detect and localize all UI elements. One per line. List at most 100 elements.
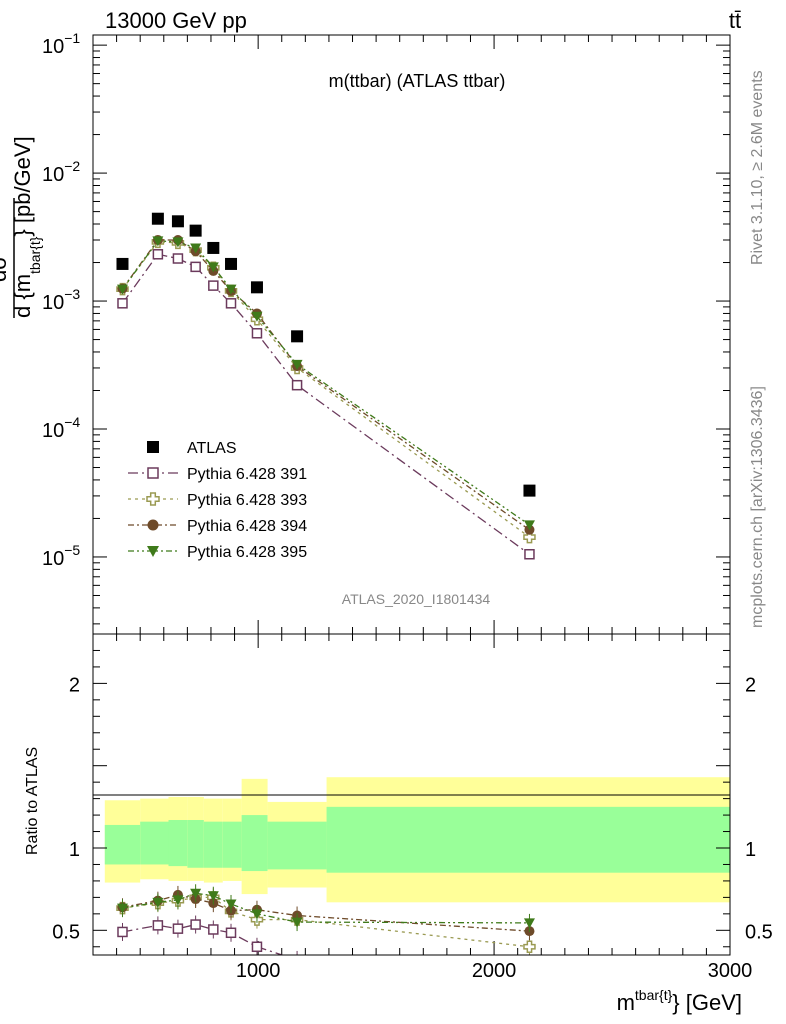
mcplots-label: mcplots.cern.ch [arXiv:1306.3436] — [749, 386, 766, 628]
y-tick-label: 10−1 — [42, 30, 80, 58]
data-point — [171, 215, 184, 228]
uncertainty-band-stat — [104, 824, 141, 865]
ratio-y-tick-label-right: 2 — [745, 674, 756, 696]
legend-marker — [147, 546, 159, 557]
legend-label: ATLAS — [187, 440, 237, 457]
svg-text:d {mtbar{t}} [pb/GeV]: d {mtbar{t}} [pb/GeV] — [10, 136, 43, 318]
process-label: tt̄ — [729, 8, 741, 33]
ratio-data-point — [208, 924, 219, 935]
data-point — [523, 530, 536, 544]
data-point — [250, 281, 263, 294]
rivet-label: Rivet 3.1.10, ≥ 2.6M events — [749, 70, 766, 265]
ratio-series-line — [122, 892, 530, 924]
legend-marker — [147, 467, 159, 479]
legend: ATLAS Pythia 6.428 391 Pythia 6.428 393 Pyt… — [128, 440, 307, 561]
ratio-data-point — [116, 903, 128, 914]
data-point — [116, 284, 128, 295]
y-tick-label: 10−2 — [42, 158, 80, 186]
data-point — [291, 330, 304, 343]
data-point — [172, 253, 184, 264]
ratio-data-point — [525, 959, 534, 968]
data-point — [190, 261, 201, 273]
legend-label: Pythia 6.428 393 — [187, 492, 307, 509]
ratio-data-point — [251, 941, 263, 953]
ratio-y-tick-label-right: 0.5 — [745, 921, 773, 943]
ratio-panel: Ratio to ATLAS 0.5 0.5 1 1 2 2 1000 2000 3000 m… — [24, 633, 773, 1015]
ratio-data-point — [172, 923, 184, 934]
data-point — [225, 284, 237, 295]
series-ATLAS — [116, 212, 536, 497]
ratio-data-point — [225, 899, 237, 910]
data-point — [251, 328, 263, 339]
data-point — [291, 359, 303, 370]
energy-label: 13000 GeV pp — [105, 8, 247, 33]
data-point — [524, 549, 535, 560]
x-axis-title-base: m — [617, 990, 635, 1015]
ratio-series-line — [122, 923, 285, 955]
y-tick-label: 10−5 — [42, 542, 80, 570]
data-point — [189, 224, 202, 237]
ratio-data-point — [291, 954, 303, 955]
ratio-series-p395 — [116, 884, 535, 932]
uncertainty-band-stat — [222, 821, 242, 868]
series-line — [121, 241, 530, 538]
ratio-data-point — [523, 940, 536, 954]
data-point — [251, 311, 263, 322]
y-axis-title: d {mtbar{t}} [pb/GeV] dσfid — [0, 136, 43, 318]
data-point — [523, 520, 535, 531]
data-point — [225, 298, 237, 309]
ratio-data-point — [291, 917, 303, 928]
x-tick-label: 3000 — [708, 960, 753, 982]
data-point — [190, 243, 202, 254]
y-axis-numerator: dσ — [0, 256, 11, 282]
series-p391 — [117, 249, 535, 560]
data-point — [152, 249, 164, 260]
ratio-y-tick-label: 1 — [69, 839, 80, 861]
uncertainty-band-stat — [267, 821, 327, 870]
ratio-data-point — [172, 895, 184, 906]
ratio-data-point — [190, 919, 201, 930]
legend-label: Pythia 6.428 395 — [187, 544, 307, 561]
ratio-data-point — [117, 926, 128, 938]
ratio-data-point — [190, 888, 202, 899]
x-axis-title-sup: tbar{t} — [635, 987, 673, 1003]
y-axis-denominator-sub: tbar{t} — [27, 236, 43, 274]
legend-label: Pythia 6.428 391 — [187, 466, 307, 483]
data-point — [523, 484, 536, 497]
ratio-data-point — [523, 918, 535, 929]
uncertainty-band-stat — [187, 820, 204, 868]
x-axis-title-tail: } [GeV] — [672, 990, 742, 1015]
series-line — [121, 253, 530, 555]
data-point — [207, 262, 219, 273]
y-tick-label: 10−4 — [42, 414, 80, 442]
x-tick-label: 1000 — [236, 960, 281, 982]
uncertainty-band-stat — [140, 821, 169, 865]
chart-title: m(ttbar) (ATLAS ttbar) — [329, 71, 506, 91]
data-point — [152, 236, 164, 247]
ratio-y-tick-label: 0.5 — [52, 921, 80, 943]
series-p395 — [116, 236, 535, 531]
legend-marker — [147, 441, 159, 453]
uncertainty-band-stat — [241, 815, 268, 872]
ratio-data-point — [251, 909, 263, 920]
y-tick-label: 10−3 — [42, 286, 80, 314]
legend-label: Pythia 6.428 394 — [187, 518, 307, 535]
ratio-y-tick-label: 2 — [69, 674, 80, 696]
main-panel: m(ttbar) (ATLAS ttbar) ATLAS_2020_I18014… — [0, 30, 731, 635]
data-point — [172, 237, 184, 248]
uncertainty-band-stat — [203, 821, 223, 868]
ratio-y-axis-title: Ratio to ATLAS — [24, 747, 41, 855]
data-point — [291, 379, 303, 391]
data-point — [207, 241, 220, 254]
data-point — [116, 257, 129, 270]
legend-marker — [147, 519, 159, 531]
ratio-series-p391 — [117, 915, 534, 968]
data-point — [117, 298, 128, 309]
legend-marker — [146, 492, 160, 506]
series-line — [121, 240, 530, 526]
series-p393 — [116, 235, 536, 544]
ratio-data-point — [225, 927, 237, 939]
ratio-y-tick-label-right: 1 — [745, 839, 756, 861]
uncertainty-band-stat — [326, 806, 730, 873]
